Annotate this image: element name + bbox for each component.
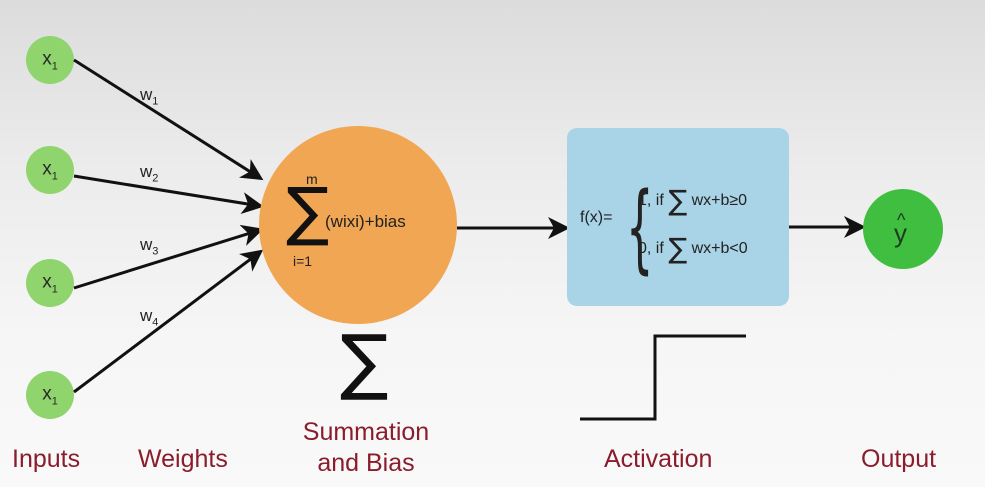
activation-case-1: 1, if ∑ wx+b≥0 <box>638 184 748 217</box>
weight-label-3: w3 <box>140 235 159 258</box>
caption-activation: Activation <box>604 445 713 473</box>
sum-sigma: ∑ <box>286 175 330 249</box>
activation-box <box>567 128 789 306</box>
activation-brace: { <box>626 172 654 284</box>
weight-arrow-3 <box>73 224 264 290</box>
activation-fx: f(x)= <box>580 209 613 226</box>
input-node-3 <box>26 259 74 307</box>
weight-arrow-4 <box>73 249 264 394</box>
weight-label-2: w2 <box>140 162 159 185</box>
caption-weights: Weights <box>138 445 228 473</box>
caption-output: Output <box>861 445 937 473</box>
step-function-graph <box>580 334 746 421</box>
activation-case-1-sigma: ∑ <box>668 184 688 217</box>
weight-label-4: w4 <box>140 306 159 329</box>
input-label-4: x1 <box>42 383 58 408</box>
sum-lower-limit: i=1 <box>293 253 313 269</box>
caption-summation-line1: Summation <box>302 418 430 446</box>
weight-arrow-2 <box>73 174 264 214</box>
sum-upper-limit: m <box>306 171 318 187</box>
caption-summation: Summation and Bias <box>296 420 436 476</box>
summation-node <box>259 126 457 324</box>
input-label-1: x1 <box>42 48 58 73</box>
output-node <box>863 189 943 269</box>
caption-summation-line2: and Bias <box>317 449 415 477</box>
activation-case-2: 0, if ∑ wx+b<0 <box>638 232 748 265</box>
weight-label-1: w1 <box>140 85 159 108</box>
sum-expression: (wixi)+bias <box>325 212 406 231</box>
summation-symbol: ∑ <box>340 319 389 403</box>
output-hat: ^ <box>897 210 906 230</box>
input-node-4 <box>26 371 74 419</box>
input-node-2 <box>26 146 74 194</box>
caption-inputs: Inputs <box>12 445 81 473</box>
output-label: y <box>894 218 907 248</box>
input-label-3: x1 <box>42 271 58 296</box>
input-node-1 <box>26 36 74 84</box>
weight-arrow-1 <box>73 58 264 181</box>
input-label-2: x1 <box>42 158 58 183</box>
activation-case-2-sigma: ∑ <box>668 232 688 265</box>
